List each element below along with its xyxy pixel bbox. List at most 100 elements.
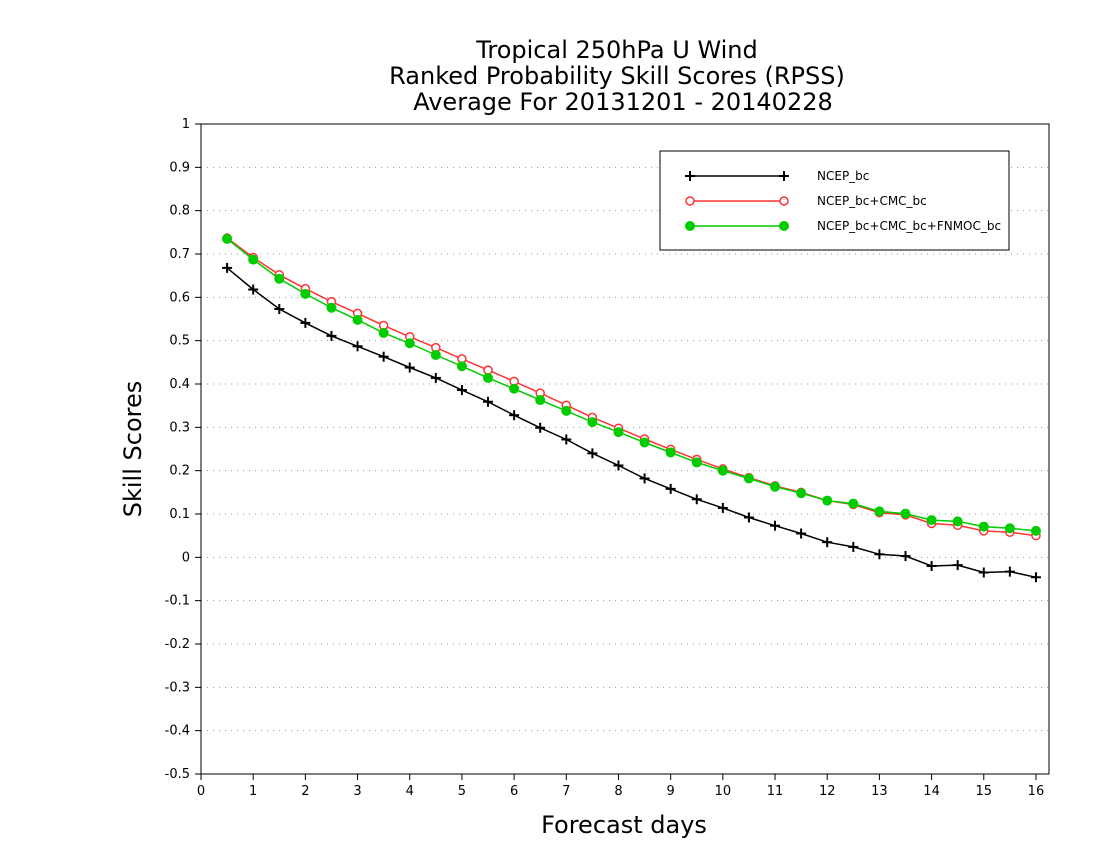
data-point — [509, 410, 520, 421]
legend-label: NCEP_bc+CMC_bc — [817, 194, 927, 208]
legend: NCEP_bc NCEP_bc+CMC_bc NCEP_bc+CMC_bc+FNMO… — [659, 150, 1010, 251]
title-line-1: Tropical 250hPa U Wind — [475, 36, 758, 64]
data-point — [248, 254, 259, 265]
data-point — [430, 372, 441, 383]
series-layer — [222, 233, 1041, 583]
data-point — [822, 537, 833, 548]
y-tick-label: 0.9 — [169, 160, 190, 175]
legend-label: NCEP_bc — [817, 169, 869, 183]
data-point — [456, 385, 467, 396]
data-point — [900, 508, 911, 519]
data-point — [691, 494, 702, 505]
y-tick-label: 0.4 — [169, 377, 190, 392]
data-point — [326, 330, 337, 341]
x-axis-ticks: 0 1 2 3 4 5 6 7 8 9 10 11 12 13 14 15 16 — [197, 774, 1044, 799]
y-tick-label: 0 — [182, 550, 190, 565]
data-point — [796, 528, 807, 539]
y-tick-label: 0.6 — [169, 290, 190, 305]
data-point — [1004, 566, 1015, 577]
data-point — [378, 327, 389, 338]
legend-label: NCEP_bc+CMC_bc+FNMOC_bc — [817, 219, 1001, 233]
legend-marker — [685, 221, 695, 231]
legend-marker — [779, 221, 789, 231]
x-tick-label: 13 — [871, 784, 888, 799]
y-tick-label: 0.1 — [169, 507, 190, 522]
x-tick-label: 4 — [406, 784, 414, 799]
legend-marker — [685, 196, 695, 206]
y-tick-label: -0.5 — [165, 767, 190, 782]
data-point — [665, 447, 676, 458]
data-point — [770, 481, 781, 492]
x-tick-label: 10 — [715, 784, 732, 799]
data-point — [430, 349, 441, 360]
data-point — [274, 273, 285, 284]
x-axis-label: Forecast days — [541, 811, 707, 839]
data-point — [874, 506, 885, 517]
x-tick-label: 3 — [353, 784, 361, 799]
legend-marker — [685, 171, 695, 181]
data-point — [613, 460, 624, 471]
y-tick-label: -0.3 — [165, 680, 190, 695]
data-point — [352, 341, 363, 352]
chart-title: Tropical 250hPa U Wind Ranked Probabilit… — [389, 36, 845, 116]
data-point — [561, 434, 572, 445]
data-point — [1030, 525, 1041, 536]
series-2 — [222, 233, 1041, 536]
data-point — [483, 372, 494, 383]
data-point — [743, 473, 754, 484]
plot-frame — [200, 123, 1050, 775]
data-point — [717, 502, 728, 513]
x-tick-label: 11 — [767, 784, 784, 799]
title-line-2: Ranked Probability Skill Scores (RPSS) — [389, 62, 845, 90]
data-point — [978, 521, 989, 532]
x-tick-label: 12 — [819, 784, 836, 799]
data-point — [561, 405, 572, 416]
data-point — [952, 516, 963, 527]
data-point — [222, 262, 233, 273]
data-point — [978, 567, 989, 578]
data-point — [352, 314, 363, 325]
data-point — [300, 317, 311, 328]
x-tick-label: 7 — [562, 784, 570, 799]
y-tick-label: -0.4 — [165, 724, 190, 739]
y-tick-label: 0.8 — [169, 204, 190, 219]
x-tick-label: 15 — [975, 784, 992, 799]
x-tick-label: 14 — [923, 784, 940, 799]
data-point — [248, 284, 259, 295]
data-point — [796, 488, 807, 499]
legend-marker — [779, 171, 789, 181]
y-tick-label: 0.3 — [169, 420, 190, 435]
data-point — [300, 288, 311, 299]
data-point — [613, 427, 624, 438]
data-point — [717, 465, 728, 476]
data-point — [222, 233, 233, 244]
gridlines — [201, 166, 1049, 732]
data-point — [822, 495, 833, 506]
data-point — [900, 551, 911, 562]
data-point — [587, 448, 598, 459]
data-point — [483, 396, 494, 407]
data-point — [848, 541, 859, 552]
data-point — [535, 422, 546, 433]
series-line — [226, 237, 1037, 537]
x-tick-label: 6 — [510, 784, 518, 799]
y-tick-label: 0.2 — [169, 464, 190, 479]
x-tick-label: 5 — [458, 784, 466, 799]
y-axis-label: Skill Scores — [119, 381, 147, 518]
data-point — [691, 457, 702, 468]
data-point — [378, 351, 389, 362]
data-point — [926, 515, 937, 526]
legend-marker — [779, 196, 789, 206]
data-point — [952, 560, 963, 571]
y-tick-label: -0.2 — [165, 637, 190, 652]
x-tick-label: 8 — [614, 784, 622, 799]
y-tick-label: 1 — [182, 117, 190, 132]
data-point — [404, 362, 415, 373]
data-point — [743, 512, 754, 523]
title-line-3: Average For 20131201 - 20140228 — [413, 88, 833, 116]
data-point — [509, 383, 520, 394]
data-point — [535, 395, 546, 406]
data-point — [1030, 572, 1041, 583]
y-tick-label: -0.1 — [165, 594, 190, 609]
